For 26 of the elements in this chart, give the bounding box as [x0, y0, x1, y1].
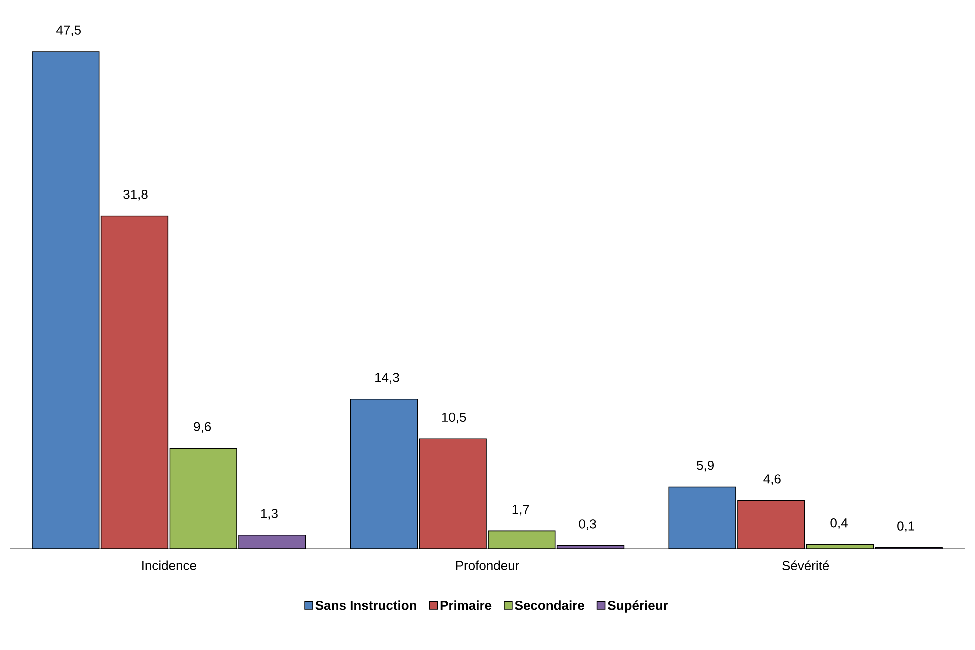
legend-label: Secondaire — [515, 600, 584, 610]
legend-label: Supérieur — [608, 600, 668, 613]
data-label: 1,7 — [512, 505, 530, 516]
bar — [239, 535, 306, 549]
legend-label: Sans Instruction — [316, 600, 416, 610]
legend-label: Primaire — [440, 600, 492, 610]
x-tick-label: Incidence — [142, 560, 196, 570]
x-tick-label: Sévérité — [782, 560, 830, 570]
data-label: 5,9 — [697, 460, 714, 472]
data-label: 4,6 — [764, 474, 781, 486]
data-label: 14,3 — [376, 373, 400, 384]
data-label: 31,8 — [124, 190, 148, 201]
data-label: 0,1 — [898, 522, 915, 532]
bar — [668, 486, 736, 549]
data-label: 0,4 — [830, 518, 848, 530]
data-label: 9,6 — [194, 422, 212, 434]
x-tick-label: Profondeur — [456, 560, 520, 570]
bar — [100, 216, 169, 549]
data-label: 1,3 — [261, 509, 278, 520]
bar — [350, 398, 418, 549]
data-label: 10,5 — [442, 412, 466, 424]
data-label: 0,3 — [579, 520, 596, 530]
bar — [419, 438, 487, 549]
data-label: 47,5 — [56, 26, 81, 36]
bar — [32, 52, 100, 549]
bar — [738, 500, 806, 549]
